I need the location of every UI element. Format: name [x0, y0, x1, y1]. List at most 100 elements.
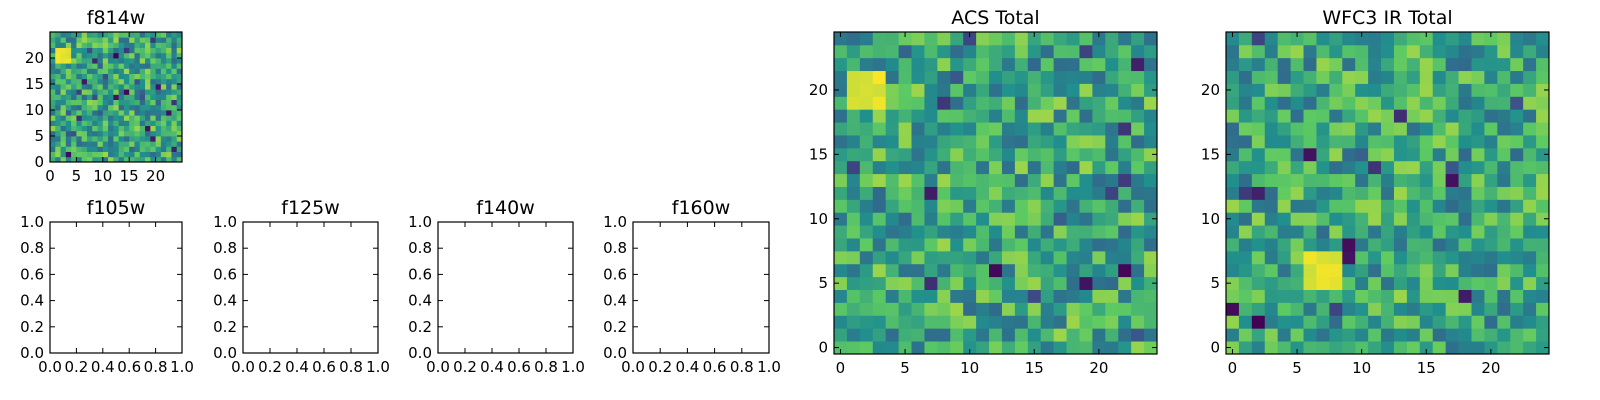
heatmap-cell — [1014, 186, 1029, 200]
heatmap-cell — [1092, 250, 1106, 265]
heatmap-cell — [50, 94, 56, 100]
heatmap-cell — [1432, 341, 1447, 355]
heatmap-cell — [834, 328, 848, 342]
heatmap-cell — [171, 151, 178, 158]
heatmap-cell — [1027, 186, 1042, 200]
heatmap-cell — [1316, 250, 1330, 265]
heatmap-cell — [171, 52, 178, 59]
heatmap-cell — [924, 173, 938, 187]
heatmap-cell — [1458, 186, 1472, 200]
heatmap-cell — [1251, 289, 1266, 303]
heatmap-cell — [1277, 173, 1291, 187]
heatmap-cell — [1079, 263, 1093, 278]
heatmap-cell — [108, 52, 114, 59]
heatmap-cell — [1001, 225, 1016, 239]
heatmap-cell — [108, 32, 114, 38]
heatmap-cell — [1458, 96, 1472, 110]
heatmap-cell — [92, 115, 98, 121]
heatmap-cell — [1484, 302, 1498, 316]
heatmap-cell — [976, 83, 990, 97]
heatmap-cell — [155, 141, 162, 147]
axes-frame — [242, 221, 379, 354]
heatmap-cell — [81, 99, 88, 106]
heatmap-cell — [118, 136, 125, 142]
heatmap-cell — [1510, 263, 1524, 278]
heatmap-cell — [176, 37, 183, 43]
heatmap-cell — [1238, 328, 1253, 342]
heatmap-cell — [118, 42, 125, 48]
heatmap-cell — [1226, 96, 1240, 110]
heatmap-cell — [937, 147, 951, 162]
heatmap-cell — [81, 58, 88, 64]
heatmap-cell — [139, 125, 146, 132]
heatmap-cell — [166, 151, 172, 158]
heatmap-cell — [1264, 32, 1279, 46]
heatmap-cell — [1419, 341, 1434, 355]
heatmap-cell — [102, 84, 109, 90]
x-tick-label: 0.2 — [64, 358, 88, 376]
heatmap-cell — [1497, 315, 1511, 329]
heatmap-cell — [150, 99, 156, 106]
heatmap-cell — [145, 32, 151, 38]
heatmap-cell — [150, 94, 156, 100]
heatmap-cell — [963, 199, 977, 213]
heatmap-cell — [50, 104, 56, 111]
heatmap-cell — [834, 96, 848, 110]
heatmap-cell — [171, 110, 178, 116]
heatmap-cell — [166, 58, 172, 64]
heatmap-cell — [834, 263, 848, 278]
heatmap-cell — [834, 32, 848, 46]
heatmap-cell — [872, 147, 887, 162]
heatmap-cell — [1381, 238, 1395, 252]
heatmap-cell — [160, 146, 167, 152]
heatmap-cell — [1368, 199, 1382, 213]
heatmap-cell — [150, 68, 156, 74]
heatmap-cell — [1131, 109, 1145, 123]
heatmap-cell — [976, 57, 990, 72]
heatmap-cell — [1523, 238, 1537, 252]
heatmap-cell — [71, 73, 77, 80]
heatmap-cell — [1277, 302, 1291, 316]
heatmap-cell — [1484, 276, 1498, 290]
heatmap-cell — [1131, 135, 1145, 149]
heatmap-cell — [176, 99, 183, 106]
heatmap-cell — [911, 32, 925, 46]
heatmap-cell — [113, 130, 120, 137]
heatmap-cell — [1238, 135, 1253, 149]
heatmap-cell — [1303, 44, 1317, 59]
heatmap-cell — [1432, 212, 1447, 226]
heatmap-cell — [129, 146, 135, 152]
heatmap-cell — [1118, 135, 1132, 149]
heatmap-cell — [1053, 238, 1067, 252]
heatmap-cell — [885, 302, 899, 316]
x-tick-label: 5 — [72, 167, 82, 185]
y-tick-label: 0.0 — [408, 344, 432, 362]
heatmap-cell — [1510, 96, 1524, 110]
heatmap-cell — [92, 110, 98, 116]
axes-frame — [1225, 31, 1550, 355]
heatmap-cell — [139, 42, 146, 48]
heatmap-cell — [1484, 250, 1498, 265]
heatmap-cell — [145, 125, 151, 132]
heatmap-cell — [885, 147, 899, 162]
heatmap-cell — [1105, 83, 1119, 97]
heatmap-cell — [155, 120, 162, 126]
heatmap-cell — [885, 289, 899, 303]
heatmap-cell — [1406, 315, 1421, 329]
heatmap-cell — [60, 52, 67, 59]
heatmap-cell — [81, 68, 88, 74]
heatmap-cell — [950, 173, 964, 187]
heatmap-cell — [65, 63, 72, 69]
heatmap-cell — [1523, 160, 1537, 175]
heatmap-cell — [1238, 225, 1253, 239]
heatmap-cell — [1471, 147, 1485, 162]
heatmap-cell — [76, 115, 83, 121]
heatmap-cell — [898, 225, 912, 239]
heatmap-cell — [118, 37, 125, 43]
heatmap-cell — [963, 96, 977, 110]
heatmap-cell — [963, 173, 977, 187]
heatmap-cell — [1381, 109, 1395, 123]
heatmap-cell — [1536, 328, 1550, 342]
heatmap-cell — [1264, 328, 1279, 342]
heatmap-cell — [65, 47, 72, 54]
